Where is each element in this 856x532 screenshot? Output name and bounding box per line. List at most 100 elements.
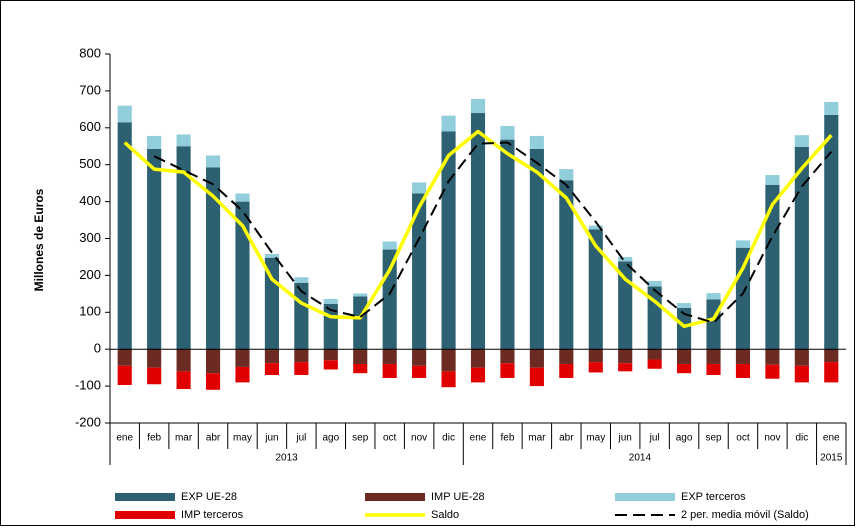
legend-swatch bbox=[115, 493, 175, 501]
bar bbox=[117, 122, 132, 350]
bar bbox=[529, 367, 544, 387]
bar bbox=[147, 349, 162, 368]
bar bbox=[323, 299, 338, 304]
x-tick-label: oct bbox=[736, 433, 750, 444]
bar bbox=[264, 349, 279, 364]
x-tick-label: ene bbox=[116, 433, 133, 444]
bar bbox=[824, 362, 839, 383]
bar bbox=[559, 349, 574, 364]
bar bbox=[765, 184, 780, 350]
bar bbox=[412, 349, 427, 366]
bar bbox=[323, 360, 338, 370]
x-tick-label: sep bbox=[705, 433, 722, 444]
y-tick-label: -100 bbox=[75, 378, 101, 393]
bar bbox=[176, 146, 191, 350]
bar bbox=[706, 299, 721, 350]
bar bbox=[765, 349, 780, 365]
bar bbox=[235, 349, 250, 367]
bar bbox=[117, 349, 132, 366]
bar bbox=[647, 359, 662, 369]
bar bbox=[824, 114, 839, 350]
x-tick-label: jun bbox=[264, 433, 278, 444]
bar bbox=[294, 349, 309, 363]
bar bbox=[441, 115, 456, 132]
y-tick-label: -200 bbox=[75, 414, 101, 429]
bar bbox=[294, 277, 309, 283]
x-tick-label: may bbox=[233, 433, 252, 444]
bar bbox=[176, 371, 191, 390]
x-tick-label: ago bbox=[322, 433, 339, 444]
bar bbox=[205, 373, 221, 390]
bar bbox=[559, 363, 574, 378]
y-tick-label: 600 bbox=[79, 119, 101, 134]
bar bbox=[559, 169, 574, 181]
bar bbox=[353, 293, 368, 297]
bar bbox=[294, 282, 309, 350]
bar bbox=[500, 139, 515, 350]
x-tick-label: nov bbox=[764, 433, 780, 444]
bar bbox=[147, 367, 162, 385]
legend-label: IMP UE-28 bbox=[431, 491, 485, 503]
bar bbox=[794, 146, 809, 350]
y-tick-label: 500 bbox=[79, 156, 101, 171]
y-tick-label: 800 bbox=[79, 45, 101, 60]
bar bbox=[470, 99, 486, 114]
bar bbox=[117, 105, 132, 123]
legend-label: EXP terceros bbox=[681, 491, 746, 503]
bar bbox=[794, 349, 809, 366]
x-tick-label: jul bbox=[649, 433, 660, 444]
bar bbox=[735, 349, 751, 364]
bar bbox=[677, 363, 692, 374]
x-tick-label: nov bbox=[411, 433, 427, 444]
bar bbox=[735, 240, 751, 248]
x-tick-label: ene bbox=[823, 433, 840, 444]
group-label: 2013 bbox=[276, 453, 299, 464]
bar bbox=[235, 193, 250, 202]
bar bbox=[147, 148, 162, 350]
bar bbox=[382, 349, 397, 364]
bar bbox=[500, 349, 515, 364]
y-tick-label: 100 bbox=[79, 304, 101, 319]
x-tick-label: mar bbox=[528, 433, 546, 444]
bar bbox=[588, 229, 603, 350]
bar bbox=[205, 349, 221, 374]
bar bbox=[412, 365, 427, 378]
bar bbox=[618, 363, 633, 372]
bar bbox=[647, 349, 662, 360]
bar bbox=[765, 364, 780, 379]
legend-label: 2 per. media móvil (Saldo) bbox=[681, 509, 809, 521]
bar bbox=[588, 225, 603, 230]
y-tick-label: 700 bbox=[79, 82, 101, 97]
group-label: 2015 bbox=[820, 453, 843, 464]
x-tick-label: jul bbox=[295, 433, 306, 444]
x-tick-label: abr bbox=[206, 433, 221, 444]
x-tick-label: dic bbox=[795, 433, 808, 444]
bar bbox=[147, 135, 162, 149]
bar bbox=[618, 256, 633, 262]
bar bbox=[706, 349, 721, 364]
bar bbox=[412, 193, 427, 350]
y-tick-label: 200 bbox=[79, 267, 101, 282]
bar bbox=[677, 303, 692, 308]
bar bbox=[441, 349, 456, 372]
legend-swatch bbox=[615, 493, 675, 501]
bar bbox=[618, 349, 633, 364]
bar bbox=[353, 296, 368, 350]
bar bbox=[441, 131, 456, 350]
bar bbox=[794, 135, 809, 147]
bar bbox=[382, 241, 397, 250]
bar bbox=[117, 365, 132, 385]
legend-swatch bbox=[115, 511, 175, 519]
y-tick-label: 0 bbox=[94, 341, 101, 356]
bar bbox=[794, 365, 809, 383]
line-series bbox=[153, 141, 833, 324]
y-axis-label: Millones de Euros bbox=[32, 188, 46, 291]
bar bbox=[470, 349, 486, 368]
x-tick-label: feb bbox=[500, 433, 514, 444]
bar bbox=[588, 362, 603, 373]
legend-label: IMP terceros bbox=[181, 509, 244, 521]
x-tick-label: mar bbox=[175, 433, 193, 444]
x-tick-label: jun bbox=[618, 433, 632, 444]
